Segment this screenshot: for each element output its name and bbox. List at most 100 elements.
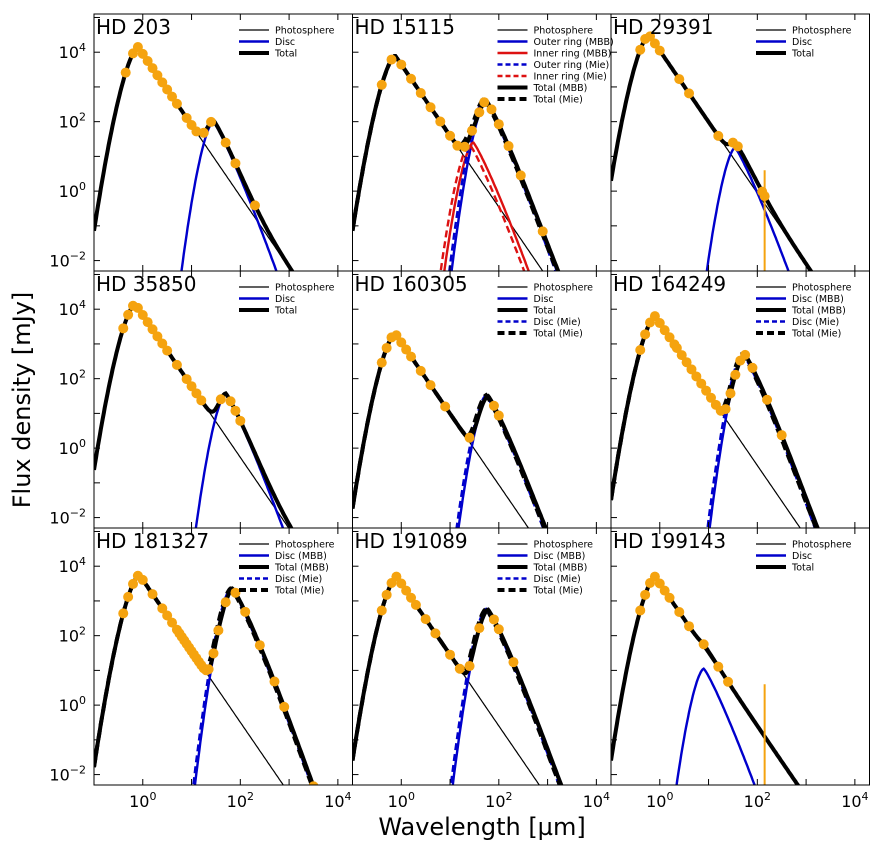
panel-hd-181327-x-tick-label-0: 100 [129, 790, 156, 811]
panel-hd-15115-data-point-3 [406, 73, 417, 84]
panel-hd-15115-data-point-8 [452, 140, 463, 151]
panel-hd-15115-plot-area [352, 54, 596, 345]
panel-hd-181327-data-point-24 [213, 625, 224, 636]
panel-hd-35850-plot-area [94, 300, 294, 528]
panel-hd-203-y-tick-label-4: 104 [59, 41, 86, 62]
panel-hd-160305-data-point-9 [440, 401, 451, 412]
panel-hd-181327-total-line [94, 572, 316, 785]
panel-hd-191089-plot-area [352, 571, 564, 785]
panel-hd-29391-title: HD 29391 [613, 15, 713, 39]
panel-hd-191089-total-mie-line [352, 574, 562, 785]
panel-hd-181327-title: HD 181327 [96, 529, 209, 553]
panel-hd-199143-data-point-5 [659, 585, 670, 596]
panel-hd-15115-data-point-18 [586, 335, 596, 345]
panel-hd-203-photosphere-line [94, 46, 293, 271]
panel-hd-203-data-point-6 [152, 70, 163, 81]
panel-hd-181327-disc-mie-line [192, 587, 313, 785]
panel-hd-164249-data-point-12 [691, 371, 702, 382]
panel-hd-164249-data-point-23 [747, 362, 758, 373]
panel-hd-15115-title: HD 15115 [355, 15, 455, 39]
panel-hd-35850-data-point-14 [196, 395, 207, 406]
panel-hd-35850-y-tick-label-0: 100 [59, 437, 86, 458]
panel-grid: HD 203 PhotosphereDiscTotal10−2100102104H… [49, 13, 870, 811]
panel-hd-191089-x-tick-label-0: 100 [388, 790, 415, 811]
panel-hd-15115-legend-label-1: Outer ring (MBB) [534, 37, 614, 48]
panel-hd-164249-data-point-19 [725, 388, 736, 399]
panel-hd-191089-data-point-15 [493, 624, 504, 635]
panel-hd-191089-legend-label-1: Disc (MBB) [534, 551, 586, 562]
panel-hd-15115-data-point-4 [415, 88, 426, 99]
panel-hd-191089-data-point-12 [464, 661, 475, 672]
panel-hd-164249-data-point-25 [776, 430, 787, 441]
panel-hd-164249-data-point-8 [671, 342, 682, 353]
panel-hd-35850-data-point-18 [235, 415, 246, 426]
panel-hd-15115-data-point-14 [493, 119, 504, 130]
panel-hd-29391-plot-area [611, 31, 814, 271]
panel-hd-15115-data-point-7 [445, 130, 456, 141]
panel-hd-191089-data-point-16 [508, 657, 519, 668]
panel-hd-199143-x-tick-label-2: 102 [744, 790, 771, 811]
panel-hd-164249-data-point-11 [686, 364, 697, 375]
panel-hd-199143-x-tick-label-0: 100 [646, 790, 673, 811]
panel-hd-181327-data-point-4 [137, 574, 148, 585]
panel-hd-199143-x-tick-label-4: 104 [841, 790, 868, 811]
panel-hd-181327-data-point-5 [147, 589, 158, 600]
panel-hd-181327-data-point-2 [128, 578, 139, 589]
panel-hd-191089-data-point-11 [454, 663, 465, 674]
panel-hd-164249-data-point-24 [762, 394, 773, 405]
panel-hd-15115-data-point-12 [479, 97, 490, 108]
panel-hd-203-data-point-8 [162, 84, 173, 95]
panel-hd-160305-total-mie-line [352, 331, 547, 528]
panel-hd-199143-data-point-1 [640, 589, 651, 600]
panel-hd-203-data-point-11 [181, 112, 192, 123]
panel-hd-181327-x-tick-label-2: 102 [227, 790, 254, 811]
panel-hd-203-legend-label-0: Photosphere [275, 26, 335, 37]
panel-hd-35850-data-point-9 [162, 345, 173, 356]
panel-hd-35850-data-point-15 [215, 394, 226, 405]
panel-hd-203-title: HD 203 [96, 15, 171, 39]
panel-hd-191089-legend-label-3: Disc (Mie) [534, 574, 581, 585]
panel-hd-164249-data-point-18 [720, 404, 731, 415]
panel-hd-15115-data-point-5 [425, 102, 436, 113]
panel-hd-29391-legend-label-1: Disc [792, 37, 812, 48]
panel-hd-164249-plot-area [611, 311, 820, 528]
panel-hd-29391-legend-label-2: Total [791, 49, 814, 60]
panel-hd-160305-data-point-12 [493, 410, 504, 421]
panel-hd-164249-total-mie-line [611, 313, 819, 528]
panel-hd-164249-data-point-10 [681, 357, 692, 368]
panel-hd-35850-y-tick-label-2: 102 [59, 368, 86, 389]
panel-hd-203-data-point-18 [249, 200, 260, 211]
panel-hd-191089-data-point-6 [406, 592, 417, 603]
panel-hd-203-total-line [94, 44, 295, 271]
panel-hd-35850-y-tick-label--2: 10−2 [49, 507, 86, 528]
panel-hd-35850-legend-label-1: Disc [275, 294, 295, 305]
panel-hd-199143-plot-area [611, 571, 801, 785]
panel-hd-35850-data-point-11 [181, 374, 192, 385]
panel-hd-181327-data-point-23 [208, 648, 219, 659]
panel-hd-160305-plot-area [352, 330, 548, 528]
panel-hd-181327-data-point-25 [220, 597, 231, 608]
panel-hd-181327-data-point-8 [167, 617, 178, 628]
panel-hd-35850-data-point-17 [230, 405, 241, 416]
panel-hd-35850-data-point-7 [152, 331, 163, 342]
panel-hd-199143-legend-label-0: Photosphere [792, 540, 852, 551]
panel-hd-203-data-point-17 [230, 158, 241, 169]
panel-hd-15115-data-point-10 [466, 125, 477, 136]
panel-hd-164249-title: HD 164249 [613, 272, 726, 296]
panel-hd-181327-legend-label-4: Total (Mie) [274, 586, 324, 597]
panel-hd-203-legend-label-1: Disc [275, 37, 295, 48]
panel-hd-35850-data-point-10 [171, 359, 182, 370]
panel-hd-191089-data-point-8 [420, 614, 431, 625]
panel-hd-199143-data-point-11 [723, 676, 734, 687]
panel-hd-199143-data-point-4 [654, 578, 665, 589]
